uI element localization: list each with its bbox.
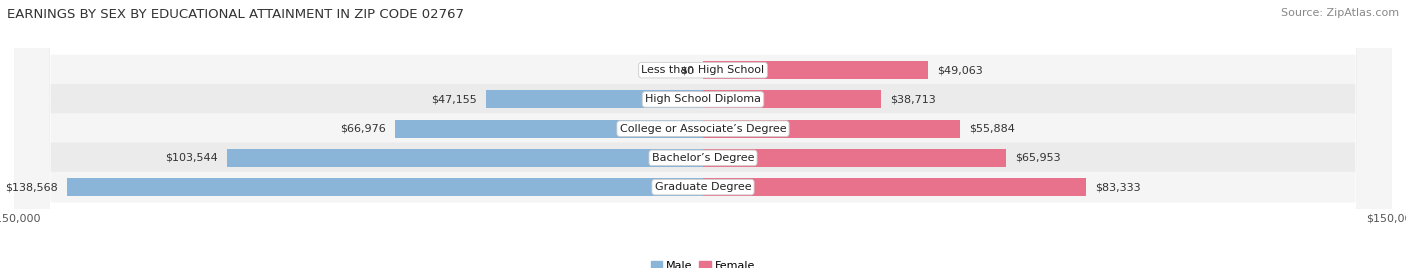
Text: Source: ZipAtlas.com: Source: ZipAtlas.com xyxy=(1281,8,1399,18)
Text: $83,333: $83,333 xyxy=(1095,182,1140,192)
Legend: Male, Female: Male, Female xyxy=(647,256,759,268)
Bar xyxy=(228,149,703,167)
Text: $55,884: $55,884 xyxy=(969,124,1015,134)
Text: Graduate Degree: Graduate Degree xyxy=(655,182,751,192)
Bar xyxy=(703,90,880,109)
Bar xyxy=(703,120,960,138)
Text: $65,953: $65,953 xyxy=(1015,153,1060,163)
FancyBboxPatch shape xyxy=(14,0,1392,268)
Text: EARNINGS BY SEX BY EDUCATIONAL ATTAINMENT IN ZIP CODE 02767: EARNINGS BY SEX BY EDUCATIONAL ATTAINMEN… xyxy=(7,8,464,21)
FancyBboxPatch shape xyxy=(14,0,1392,268)
Bar xyxy=(703,61,928,79)
Text: $138,568: $138,568 xyxy=(4,182,58,192)
Text: Bachelor’s Degree: Bachelor’s Degree xyxy=(652,153,754,163)
Text: $47,155: $47,155 xyxy=(432,94,477,105)
FancyBboxPatch shape xyxy=(14,0,1392,268)
Text: $38,713: $38,713 xyxy=(890,94,936,105)
Text: $103,544: $103,544 xyxy=(166,153,218,163)
Text: High School Diploma: High School Diploma xyxy=(645,94,761,105)
Text: Less than High School: Less than High School xyxy=(641,65,765,75)
FancyBboxPatch shape xyxy=(14,0,1392,268)
Bar xyxy=(486,90,703,109)
Text: $0: $0 xyxy=(681,65,693,75)
FancyBboxPatch shape xyxy=(14,0,1392,268)
Text: College or Associate’s Degree: College or Associate’s Degree xyxy=(620,124,786,134)
Text: $66,976: $66,976 xyxy=(340,124,387,134)
Bar xyxy=(703,149,1005,167)
Bar xyxy=(66,178,703,196)
Bar xyxy=(703,178,1085,196)
Text: $49,063: $49,063 xyxy=(938,65,983,75)
Bar xyxy=(395,120,703,138)
